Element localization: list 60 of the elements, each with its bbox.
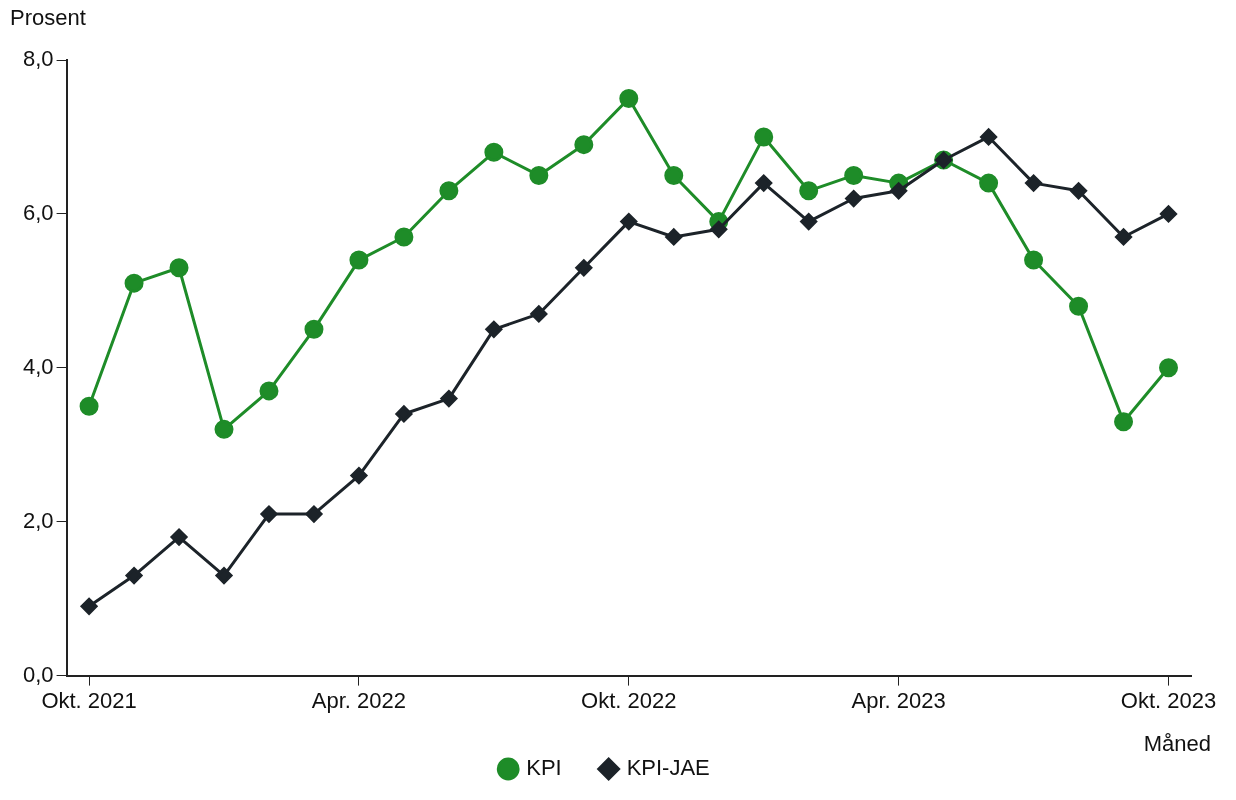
point (439, 181, 459, 201)
point (1114, 412, 1134, 432)
point (349, 250, 369, 270)
point (304, 319, 324, 339)
point (844, 165, 864, 185)
point (394, 227, 414, 247)
y-tick-label: 2,0 (22, 507, 54, 533)
point (800, 213, 818, 231)
point (79, 396, 99, 416)
x-tick-label: Apr. 2023 (851, 687, 946, 713)
point (1070, 182, 1088, 200)
point (484, 142, 504, 162)
y-axis-title: Prosent (10, 5, 86, 31)
point (619, 88, 639, 108)
point (214, 419, 234, 439)
point (350, 467, 368, 485)
legend-label: KPI (526, 755, 562, 781)
point (485, 320, 503, 338)
legend-label: KPI-JAE (626, 755, 710, 781)
x-tick-label: Apr. 2022 (311, 687, 407, 713)
x-axis-title: Måned (1143, 730, 1211, 757)
point (890, 182, 908, 200)
point (980, 128, 998, 146)
point (169, 258, 189, 278)
point (845, 190, 863, 208)
point (1024, 250, 1044, 270)
point (440, 390, 458, 408)
point (755, 174, 773, 192)
point (170, 528, 188, 546)
point (1160, 205, 1178, 223)
point (620, 213, 638, 231)
point (80, 597, 98, 615)
x-tick-label: Okt. 2023 (1120, 687, 1217, 713)
point (665, 228, 683, 246)
y-tick-label: 8,0 (22, 46, 54, 72)
y-tick-label: 4,0 (22, 353, 54, 379)
point (710, 220, 728, 238)
point (395, 405, 413, 423)
point (574, 135, 594, 155)
x-tick-label: Okt. 2022 (581, 687, 677, 713)
y-tick-label: 0,0 (22, 661, 54, 687)
point (305, 505, 323, 523)
point (259, 381, 279, 401)
point (1025, 174, 1043, 192)
point (1159, 358, 1179, 378)
point (215, 567, 233, 585)
x-tick-label: Okt. 2021 (41, 687, 137, 713)
point (575, 259, 593, 277)
point (1115, 228, 1133, 246)
y-tick-label: 6,0 (22, 199, 54, 225)
point (799, 181, 819, 201)
point (664, 165, 684, 185)
point (979, 173, 999, 193)
point (124, 273, 144, 293)
point (125, 567, 143, 585)
point (529, 165, 549, 185)
point (1069, 296, 1089, 316)
point (530, 305, 548, 323)
point (754, 127, 774, 147)
point (260, 505, 278, 523)
